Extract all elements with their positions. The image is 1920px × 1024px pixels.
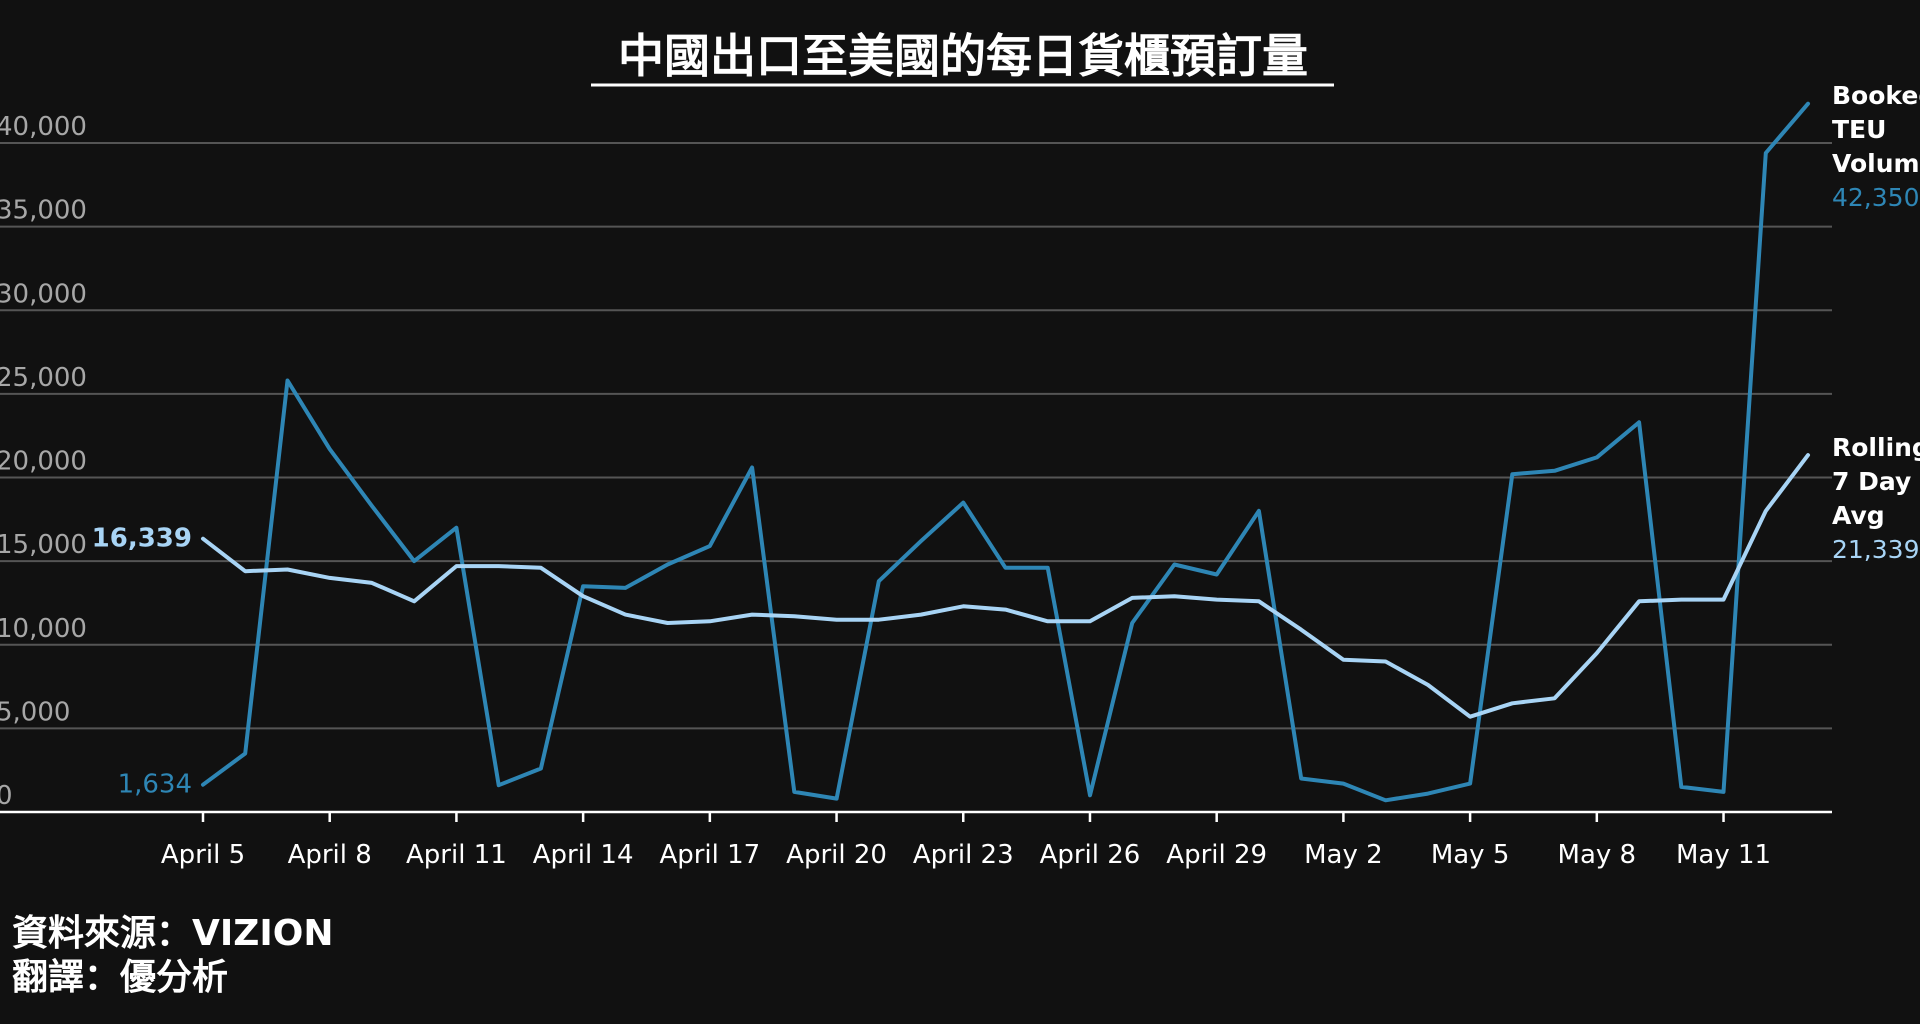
x-tick-label: April 29 xyxy=(1166,840,1267,870)
x-tick-label: April 23 xyxy=(913,840,1014,870)
y-tick-label: 15,000 xyxy=(0,530,87,560)
y-tick-label: 5,000 xyxy=(0,697,70,727)
x-tick-label: April 17 xyxy=(659,840,760,870)
rolling-7-day-avg-line xyxy=(201,453,1810,719)
series-label-line: Avg xyxy=(1832,501,1885,530)
grid-lines xyxy=(0,142,1832,730)
translation-credit: 翻譯：優分析 xyxy=(12,957,229,998)
x-tick-label: April 8 xyxy=(288,840,372,870)
x-tick-label: April 14 xyxy=(533,840,634,870)
x-tick-label: May 5 xyxy=(1431,840,1510,870)
booked-teu-volume-line xyxy=(201,101,1810,803)
y-tick-label: 25,000 xyxy=(0,363,87,393)
series-label-line: Volume xyxy=(1832,149,1920,178)
start-value-label: 16,339 xyxy=(92,524,192,554)
series-lines xyxy=(201,101,1810,803)
series-label-line: Booked xyxy=(1832,81,1920,110)
series-label-line: TEU xyxy=(1832,115,1886,144)
series-annotations: 1,634 Booked TEU Volume 42,350 16,339 Rolling 7… xyxy=(92,81,1920,800)
series-label-line: 7 Day xyxy=(1832,467,1911,496)
chart-title-group: 中國出口至美國的每日貨櫃預訂量 xyxy=(591,29,1334,87)
y-tick-label: 20,000 xyxy=(0,447,87,477)
y-tick-label: 40,000 xyxy=(0,112,87,142)
y-tick-label: 30,000 xyxy=(0,279,87,309)
series-label-line: Rolling xyxy=(1832,433,1920,462)
series-end-value-label: 42,350 xyxy=(1832,183,1919,212)
y-tick-label: 35,000 xyxy=(0,196,87,226)
x-tick-label: April 11 xyxy=(406,840,507,870)
y-tick-label: 0 xyxy=(0,781,13,811)
start-value-label: 1,634 xyxy=(118,770,192,800)
source-note: 資料來源：VIZION xyxy=(12,913,334,954)
y-tick-label: 10,000 xyxy=(0,614,87,644)
x-tick-label: May 2 xyxy=(1304,840,1383,870)
x-tick-label: May 8 xyxy=(1558,840,1637,870)
chart-title: 中國出口至美國的每日貨櫃預訂量 xyxy=(618,29,1308,83)
x-tick-label: May 11 xyxy=(1676,840,1771,870)
x-tick-label: April 20 xyxy=(786,840,887,870)
x-tick-label: April 5 xyxy=(161,840,245,870)
x-tick-label: April 26 xyxy=(1040,840,1141,870)
series-end-value-label: 21,339 xyxy=(1832,535,1919,564)
x-axis: April 5 April 8 April 11 April 14 April 17 Ap… xyxy=(0,810,1832,870)
y-axis-tick-labels: 0 5,000 10,000 15,000 20,000 25,000 30,000 35,0… xyxy=(0,112,87,811)
